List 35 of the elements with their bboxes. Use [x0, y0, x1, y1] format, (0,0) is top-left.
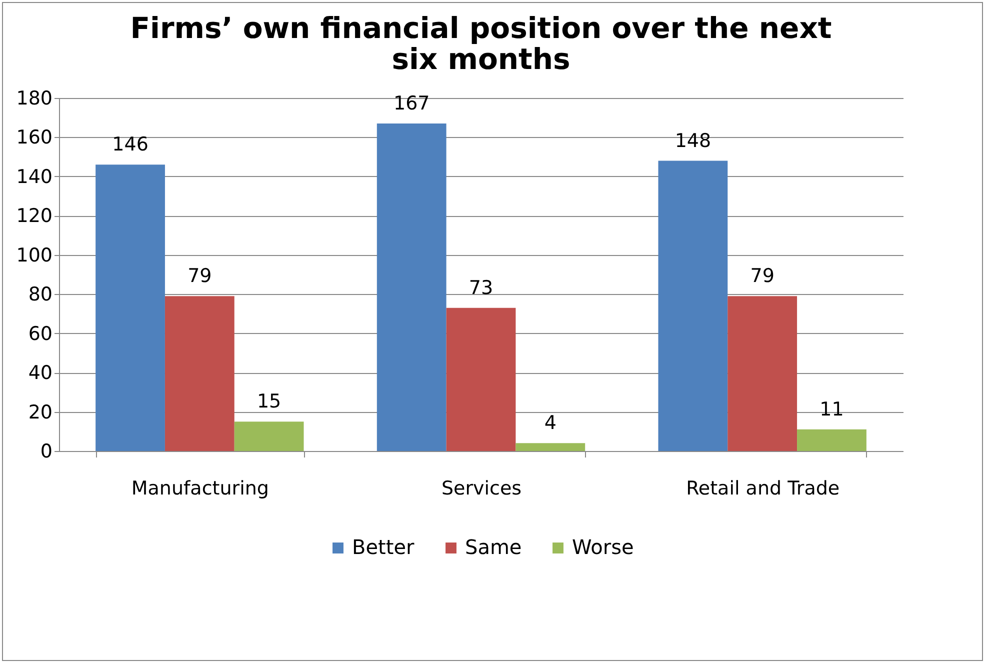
legend-label: Same — [465, 535, 522, 559]
y-tick-label: 100 — [16, 244, 52, 266]
y-tick-label: 140 — [16, 166, 52, 188]
data-label: 4 — [544, 412, 556, 434]
legend-label: Better — [352, 535, 416, 559]
data-label: 73 — [468, 276, 494, 299]
data-label: 11 — [820, 398, 844, 420]
bar — [446, 308, 516, 451]
bar — [234, 422, 304, 451]
data-label: 79 — [750, 265, 774, 288]
bar — [164, 296, 234, 451]
bar — [96, 164, 165, 451]
y-tick-label: 120 — [16, 205, 52, 228]
y-tick-label: 80 — [28, 284, 52, 306]
bar — [797, 429, 866, 451]
legend-label: Worse — [572, 535, 634, 559]
data-label: 148 — [674, 130, 712, 152]
bar — [658, 160, 728, 451]
y-tick-label: 20 — [28, 401, 52, 424]
chart-title: Firms’ own financial position over the next six months — [130, 11, 832, 76]
bar — [516, 443, 586, 451]
bar — [728, 296, 798, 451]
y-tick-label: 180 — [16, 88, 52, 110]
y-tick-label: 60 — [28, 322, 52, 345]
x-tick-label: Retail and Trade — [686, 478, 840, 500]
y-tick-label: 160 — [16, 126, 52, 149]
data-label: 167 — [393, 92, 430, 114]
x-tick-label: Services — [441, 478, 522, 500]
bar — [376, 123, 446, 451]
x-tick-label: Manufacturing — [131, 478, 269, 500]
y-tick-label: 40 — [28, 362, 52, 384]
data-label: 15 — [256, 390, 282, 413]
data-label: 79 — [188, 265, 212, 288]
y-tick-label: 0 — [40, 440, 52, 462]
data-label: 146 — [112, 134, 148, 156]
